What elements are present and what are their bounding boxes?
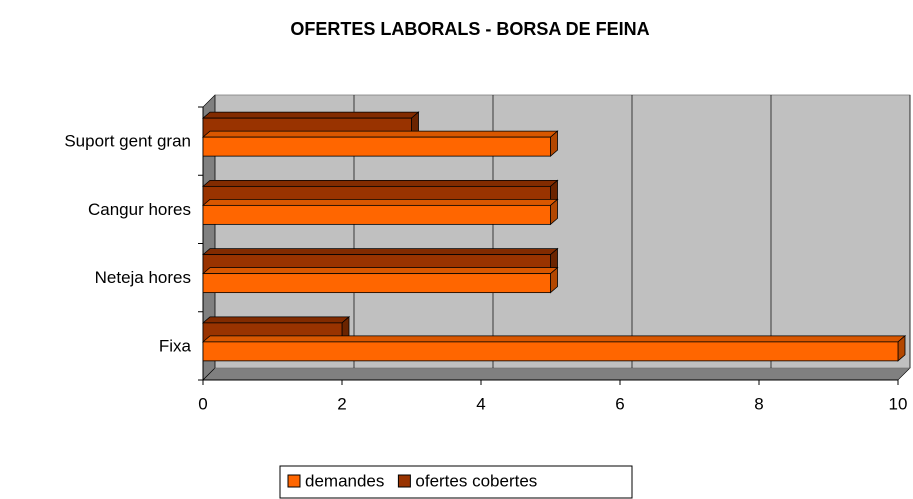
bar-top bbox=[201, 179, 559, 187]
bar-top bbox=[201, 248, 559, 256]
bar bbox=[201, 335, 907, 362]
x-tick-label: 6 bbox=[615, 394, 624, 413]
legend-swatch bbox=[287, 474, 301, 488]
chart-title: OFERTES LABORALS - BORSA DE FEINA bbox=[290, 19, 649, 39]
x-tick-label: 2 bbox=[337, 394, 346, 413]
bar-top bbox=[201, 316, 351, 324]
bar-front bbox=[202, 341, 899, 362]
floor bbox=[202, 367, 911, 381]
y-tick-label: Neteja hores bbox=[95, 268, 191, 287]
legend-label: ofertes cobertes bbox=[415, 471, 537, 490]
bar-front bbox=[202, 136, 551, 157]
bar bbox=[201, 198, 559, 226]
x-tick-label: 0 bbox=[198, 394, 207, 413]
bar-top bbox=[201, 267, 559, 275]
bar-top bbox=[201, 335, 907, 343]
bar-top bbox=[201, 130, 559, 138]
bar-top bbox=[201, 111, 420, 119]
bar-top bbox=[201, 198, 559, 206]
legend: demandes ofertes cobertes bbox=[279, 465, 633, 499]
y-tick-label: Cangur hores bbox=[88, 200, 191, 219]
bar bbox=[201, 266, 559, 294]
x-tick-label: 10 bbox=[889, 394, 908, 413]
legend-label: demandes bbox=[305, 471, 384, 490]
x-tick-label: 4 bbox=[476, 394, 485, 413]
x-tick-label: 8 bbox=[754, 394, 763, 413]
y-tick-label: Fixa bbox=[159, 336, 192, 355]
bar bbox=[201, 130, 559, 157]
bar-front bbox=[202, 273, 551, 294]
bar-front bbox=[202, 204, 551, 225]
y-tick-label: Suport gent gran bbox=[64, 132, 191, 151]
legend-swatch bbox=[397, 474, 411, 488]
legend-box bbox=[279, 465, 633, 499]
